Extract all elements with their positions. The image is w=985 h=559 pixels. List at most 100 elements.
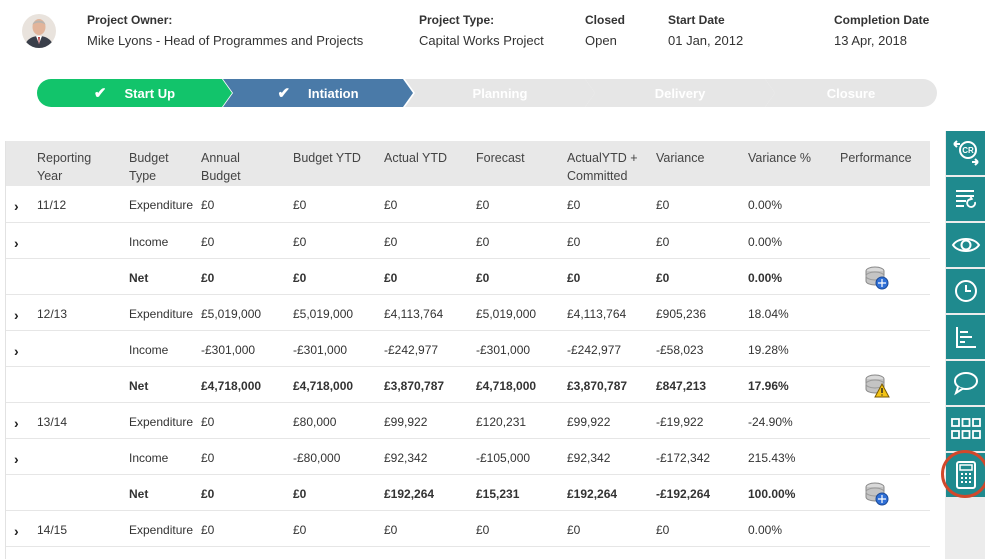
check-icon: ✔ (93, 85, 107, 102)
gantt-button[interactable] (946, 315, 985, 359)
project-type-value: Capital Works Project (419, 33, 544, 48)
cell-type: Income (129, 342, 169, 357)
completion-date-label: Completion Date (834, 13, 930, 27)
cell-year (37, 222, 129, 258)
cell-variance: £905,236 (656, 306, 707, 321)
expand-chevron-icon[interactable]: › (14, 198, 19, 214)
cell-actual: £0 (384, 522, 398, 537)
stage-label: Closure (826, 85, 876, 101)
cell-committed: £92,342 (567, 450, 611, 465)
col-header-performance[interactable]: Performance (840, 151, 912, 165)
grid-button[interactable] (946, 407, 985, 451)
cell-type: Net (129, 270, 149, 285)
cell-annual: £0 (201, 450, 215, 465)
cell-annual: £4,718,000 (201, 378, 262, 393)
col-header-annual-budget[interactable]: Annual Budget (201, 151, 241, 183)
cell-variance: -£172,342 (656, 450, 711, 465)
table-row: › 11/12 Expenditure £0 £0 £0 £0 £0 £0 0.… (6, 186, 930, 222)
expand-chevron-icon[interactable]: › (6, 546, 37, 559)
expand-chevron-icon[interactable]: › (14, 306, 19, 323)
cell-annual: £0 (201, 198, 215, 212)
expand-chevron-icon[interactable]: › (14, 522, 19, 539)
history-button[interactable] (946, 269, 985, 313)
project-header: Project Owner: Mike Lyons - Head of Prog… (0, 0, 985, 131)
cell-year (37, 546, 129, 559)
comments-button[interactable] (946, 361, 985, 405)
expand-chevron-icon[interactable]: › (14, 234, 19, 251)
col-header-variance[interactable]: Variance (656, 151, 705, 165)
cell-performance (840, 222, 930, 258)
performance-ok-icon[interactable] (864, 480, 890, 506)
cell-variance-pct: 215.43% (748, 450, 796, 465)
cell-ytd: -£301,000 (293, 342, 348, 357)
eye-icon (951, 238, 980, 252)
refresh-list-icon (955, 190, 976, 208)
cell-variance-pct: 19.28% (748, 342, 789, 357)
cell-actual: £99,922 (384, 414, 428, 429)
stage-closure[interactable]: Closure (765, 79, 937, 107)
change-request-icon: CR (952, 140, 979, 166)
cell-type: Net (129, 378, 149, 393)
col-header-budget-ytd[interactable]: Budget YTD (293, 151, 361, 165)
col-header-budget-type[interactable]: Budget Type (129, 151, 169, 183)
stage-planning[interactable]: Planning (405, 79, 595, 107)
stage-start-up[interactable]: ✔ Start Up (37, 79, 232, 107)
cell-variance-pct: 0.00% (748, 270, 783, 285)
cell-variance-pct: 100.00% (748, 486, 796, 501)
cell-performance (840, 546, 930, 559)
cell-type: Income (129, 450, 169, 465)
cell-annual: £0 (201, 234, 215, 249)
col-header-actual-ytd[interactable]: Actual YTD (384, 151, 447, 165)
cell-variance: £847,213 (656, 378, 707, 393)
cell-year (37, 366, 129, 402)
stage-label: Planning (472, 85, 528, 101)
clock-icon (954, 280, 977, 302)
cell-committed: £0 (567, 522, 581, 537)
performance-ok-icon[interactable] (864, 264, 890, 290)
expand-chevron-icon[interactable]: › (14, 414, 19, 431)
cell-annual: -£301,000 (201, 342, 256, 357)
cell-committed: £0 (567, 270, 581, 285)
cell-annual: £0 (201, 486, 215, 501)
cell-variance: £0 (656, 522, 670, 537)
project-type-label: Project Type: (419, 13, 495, 27)
change-request-button[interactable]: CR (946, 131, 985, 175)
cell-variance: -£58,023 (656, 342, 704, 357)
cell-year (37, 258, 129, 294)
stage-progress-bar: ✔ Start Up ✔ Intiation Planning Delivery… (37, 79, 937, 107)
cell-variance-pct: -24.90% (748, 414, 793, 429)
cell-type: Expenditure (129, 306, 194, 321)
cell-forecast: £5,019,000 (476, 306, 537, 321)
expand-chevron-icon[interactable]: › (14, 342, 19, 359)
cell-type: Expenditure (129, 522, 194, 537)
refresh-list-button[interactable] (946, 177, 985, 221)
cell-actual: £0 (384, 270, 398, 285)
table-header-row: Reporting Year Budget Type Annual Budget… (6, 141, 930, 186)
performance-warning-icon[interactable] (864, 372, 890, 398)
cell-ytd: £5,019,000 (293, 306, 354, 321)
stage-intiation[interactable]: ✔ Intiation (223, 79, 413, 107)
cell-annual: £0 (201, 414, 215, 429)
cell-actual: £92,342 (384, 450, 428, 465)
cell-ytd: £0 (293, 486, 307, 501)
col-header-reporting-year[interactable]: Reporting Year (37, 151, 92, 183)
cell-variance-pct: 18.04% (748, 306, 789, 321)
cell-year: 12/13 (37, 306, 68, 321)
cr-badge: CR (962, 146, 974, 155)
col-header-variance-pct[interactable]: Variance % (748, 151, 811, 165)
stage-delivery[interactable]: Delivery (585, 79, 775, 107)
cell-variance: £0 (656, 270, 670, 285)
expand-chevron-icon[interactable]: › (14, 450, 19, 467)
col-header-actual-committed[interactable]: ActualYTD + Committed (567, 151, 638, 183)
cell-type: Income (129, 546, 201, 559)
col-header-forecast[interactable]: Forecast (476, 151, 525, 165)
cell-performance (840, 186, 930, 222)
check-icon: ✔ (277, 85, 291, 102)
cell-annual: £0 (201, 546, 293, 559)
closed-value: Open (585, 33, 617, 48)
table-row: › Income -£301,000 -£301,000 -£242,977 -… (6, 330, 930, 366)
cell-forecast: £120,231 (476, 414, 527, 429)
cell-forecast: £0 (476, 234, 490, 249)
view-button[interactable] (946, 223, 985, 267)
cell-annual: £0 (201, 522, 215, 537)
